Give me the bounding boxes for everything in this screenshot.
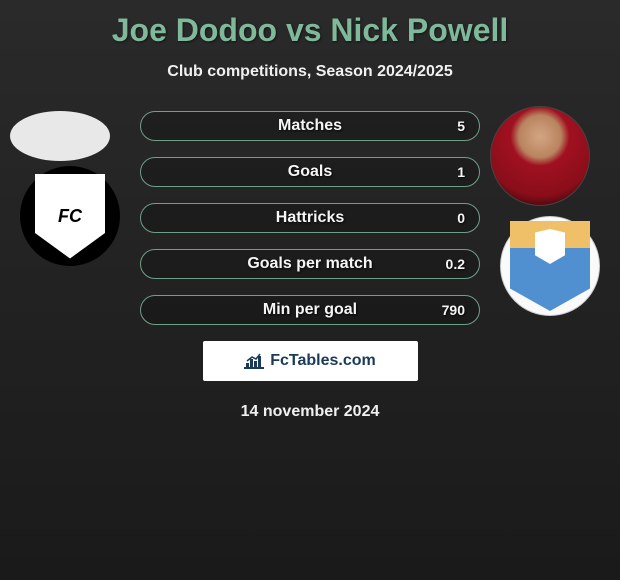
stat-row: Goals 1: [140, 157, 480, 187]
player-left-club-badge: FC: [20, 166, 120, 266]
stat-label: Hattricks: [276, 209, 344, 227]
bar-chart-icon: [244, 353, 264, 369]
player-right-avatar: [490, 106, 590, 206]
stat-label: Min per goal: [263, 301, 357, 319]
stat-rows: Matches 5 Goals 1 Hattricks 0 Goals per …: [140, 111, 480, 325]
stat-row: Goals per match 0.2: [140, 249, 480, 279]
footer-date: 14 november 2024: [0, 403, 620, 421]
stats-container: FC Matches 5 Goals 1 Hattricks 0 Goals p…: [0, 111, 620, 325]
stat-row: Matches 5: [140, 111, 480, 141]
stat-row: Hattricks 0: [140, 203, 480, 233]
stat-value-right: 1: [457, 164, 465, 180]
stat-label: Goals per match: [247, 255, 372, 273]
stat-label: Matches: [278, 117, 342, 135]
stat-value-right: 0.2: [446, 256, 465, 272]
stat-label: Goals: [288, 163, 332, 181]
player-right-club-badge: [500, 216, 600, 316]
club-left-text: FC: [58, 206, 82, 227]
stat-value-right: 790: [442, 302, 465, 318]
stat-row: Min per goal 790: [140, 295, 480, 325]
stat-value-right: 0: [457, 210, 465, 226]
page-title: Joe Dodoo vs Nick Powell: [0, 0, 620, 49]
branding-text: FcTables.com: [270, 352, 376, 370]
player-left-avatar: [10, 111, 110, 161]
subtitle: Club competitions, Season 2024/2025: [0, 63, 620, 81]
branding-box: FcTables.com: [203, 341, 418, 381]
stat-value-right: 5: [457, 118, 465, 134]
